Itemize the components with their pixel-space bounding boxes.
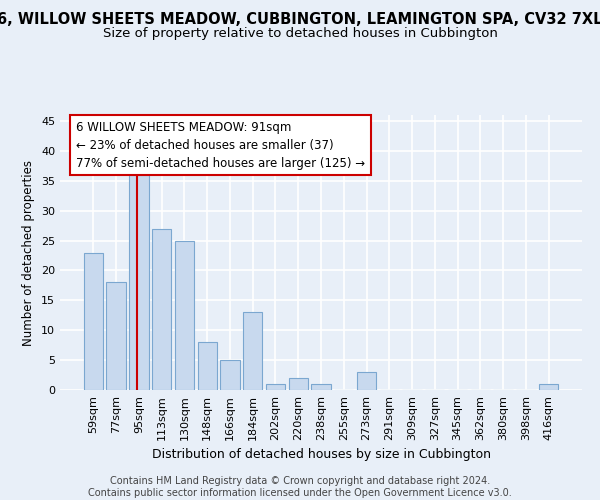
Bar — [357, 372, 376, 390]
Text: 6 WILLOW SHEETS MEADOW: 91sqm
← 23% of detached houses are smaller (37)
77% of s: 6 WILLOW SHEETS MEADOW: 91sqm ← 23% of d… — [76, 120, 365, 170]
X-axis label: Distribution of detached houses by size in Cubbington: Distribution of detached houses by size … — [151, 448, 491, 461]
Bar — [311, 384, 331, 390]
Text: Size of property relative to detached houses in Cubbington: Size of property relative to detached ho… — [103, 28, 497, 40]
Bar — [197, 342, 217, 390]
Y-axis label: Number of detached properties: Number of detached properties — [22, 160, 35, 346]
Bar — [129, 175, 149, 390]
Bar — [266, 384, 285, 390]
Bar — [243, 312, 262, 390]
Bar — [106, 282, 126, 390]
Bar — [84, 252, 103, 390]
Bar — [539, 384, 558, 390]
Bar — [152, 228, 172, 390]
Bar — [220, 360, 239, 390]
Bar — [175, 240, 194, 390]
Text: Contains HM Land Registry data © Crown copyright and database right 2024.
Contai: Contains HM Land Registry data © Crown c… — [88, 476, 512, 498]
Bar — [289, 378, 308, 390]
Text: 6, WILLOW SHEETS MEADOW, CUBBINGTON, LEAMINGTON SPA, CV32 7XL: 6, WILLOW SHEETS MEADOW, CUBBINGTON, LEA… — [0, 12, 600, 28]
